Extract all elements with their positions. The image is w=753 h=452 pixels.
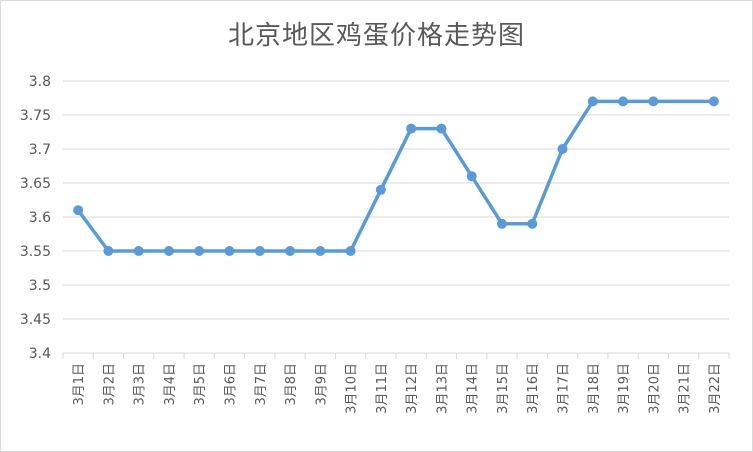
data-point [254,246,265,256]
data-point [496,218,507,229]
data-point [557,144,568,154]
y-tick-label: 3.7 [29,142,51,158]
x-tick-label: 3月21日 [678,363,693,414]
y-tick-label: 3.8 [29,74,51,90]
data-point [285,246,296,256]
data-point [708,96,719,107]
data-point [587,96,598,107]
y-tick-label: 3.55 [20,244,51,260]
x-tick-label: 3月19日 [617,363,632,414]
data-point [466,171,477,182]
x-tick-label: 3月2日 [102,363,117,406]
x-tick-label: 3月8日 [284,363,299,406]
data-point [345,246,356,256]
x-tick-label: 3月12日 [405,363,420,414]
x-tick-label: 3月4日 [163,363,178,406]
x-tick-label: 3月7日 [254,363,269,406]
x-tick-label: 3月6日 [224,363,239,406]
x-tick-label: 3月14日 [466,363,481,414]
data-point [315,246,326,256]
data-point [194,246,205,256]
x-tick-label: 3月18日 [587,363,602,414]
x-tick-label: 3月13日 [435,363,450,414]
data-points [73,96,719,256]
axes: 3.4 3.45 3.5 3.55 3.6 3.65 3.7 3.75 3.8 3月1日 3月2日 3… [20,74,730,414]
chart-title: 北京地区鸡蛋价格走势图 [227,21,525,51]
x-tick-label: 3月20日 [647,363,662,414]
y-tick-label: 3.45 [20,312,51,328]
x-tick-label: 3月9日 [314,363,329,406]
gridlines [63,80,729,320]
x-tick-label: 3月11日 [375,363,390,414]
x-tick-label: 3月1日 [72,363,87,406]
y-tick-label: 3.6 [29,210,51,226]
series-line-layer [76,99,716,253]
x-tick-label: 3月22日 [708,363,723,414]
x-tick-label: 3月10日 [345,363,360,414]
data-point [527,218,538,229]
data-point [436,123,447,134]
y-tick-label: 3.4 [29,346,51,362]
data-point [618,96,629,107]
x-tick-label: 3月5日 [193,363,208,406]
y-tick-label: 3.5 [29,278,51,294]
x-tick-label: 3月15日 [496,363,511,414]
x-tick-label: 3月17日 [557,363,572,414]
data-point [406,123,417,134]
data-point [103,246,114,256]
data-point [73,205,84,216]
data-point [224,246,235,256]
x-tick-label: 3月3日 [133,363,148,406]
x-tick-label: 3月16日 [526,363,541,414]
series-line [76,99,716,253]
data-point [163,246,174,256]
data-point [133,246,144,256]
data-point [648,96,659,107]
y-tick-label: 3.75 [20,108,51,124]
data-point [375,184,386,195]
y-tick-label: 3.65 [20,176,51,192]
